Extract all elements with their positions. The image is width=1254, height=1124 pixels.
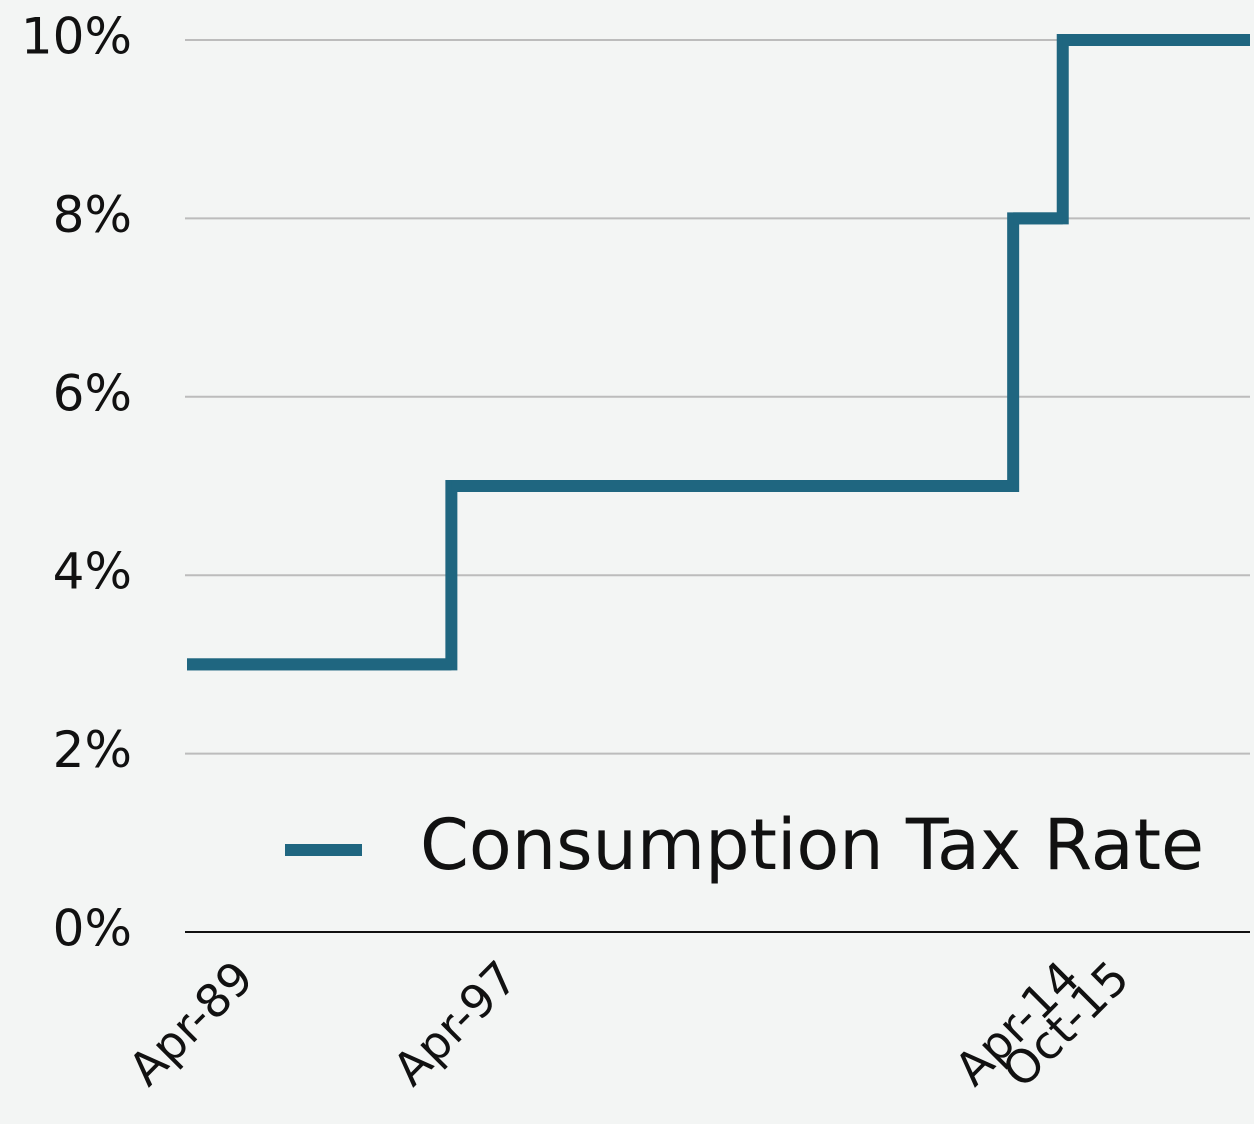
y-tick-label: 4%: [53, 543, 132, 601]
y-tick-label: 6%: [53, 364, 132, 422]
y-tick-label: 10%: [21, 8, 132, 66]
y-tick-label: 8%: [53, 186, 132, 244]
legend-label: Consumption Tax Rate: [420, 804, 1204, 886]
step-line: [187, 34, 1250, 671]
y-tick-label: 0%: [53, 900, 132, 958]
y-tick-label: 2%: [53, 721, 132, 779]
